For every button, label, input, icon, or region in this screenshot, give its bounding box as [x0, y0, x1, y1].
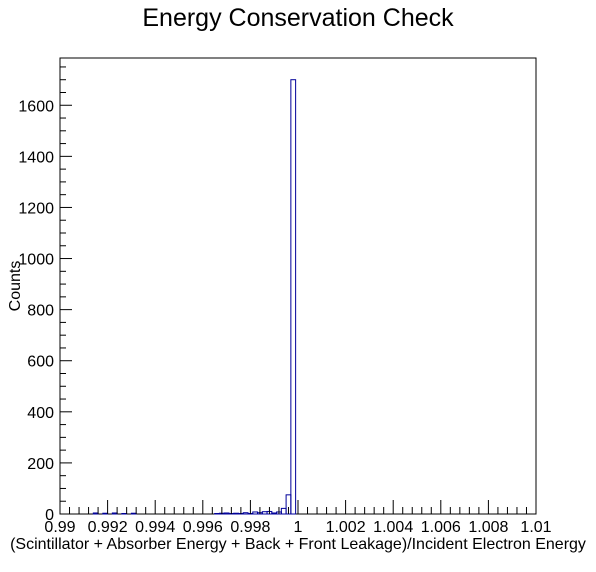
histogram-bin: [130, 512, 137, 515]
x-tick-label: 1.002: [326, 519, 366, 536]
y-tick-label: 400: [27, 405, 54, 422]
x-tick-label: 0.998: [230, 519, 270, 536]
histogram-bin: [214, 512, 220, 515]
x-axis-ticks: 0.99 0.992 0.994 0.996 0.998 1 1.002 1.004 1.006…: [44, 500, 552, 536]
x-tick-label: 1.01: [520, 519, 551, 536]
histogram-bin: [102, 512, 109, 515]
y-tick-label: 200: [27, 456, 54, 473]
histogram-bin: [111, 512, 118, 515]
x-tick-label: 1.006: [421, 519, 461, 536]
y-tick-label: 1600: [18, 98, 54, 115]
y-axis-ticks: 0 200 400 600 800 1000 1200 1400 1600: [18, 66, 72, 524]
histogram-bin: [233, 512, 240, 515]
y-tick-label: 600: [27, 354, 54, 371]
x-tick-label: 0.99: [44, 519, 75, 536]
histogram-bin: [271, 512, 278, 515]
histogram-bin: [223, 512, 230, 515]
histogram-bin: [92, 512, 99, 515]
x-tick-label: 0.994: [135, 519, 175, 536]
chart-title: Energy Conservation Check: [142, 4, 454, 32]
histogram-bin: [252, 511, 259, 515]
y-tick-label: 1000: [18, 252, 54, 269]
histogram-bin: [121, 512, 128, 515]
x-tick-label: 0.992: [88, 519, 128, 536]
y-tick-label: 800: [27, 303, 54, 320]
y-tick-label: 0: [45, 507, 54, 524]
histogram-bin: [242, 512, 249, 515]
histogram-bin: [280, 507, 287, 515]
x-tick-label: 0.996: [183, 519, 223, 536]
y-tick-label: 1200: [18, 200, 54, 217]
histogram-bin: [261, 511, 268, 515]
x-tick-label: 1: [294, 519, 303, 536]
plot-frame: [59, 57, 537, 515]
x-tick-label: 1.008: [468, 519, 508, 536]
x-axis-label: (Scintillator + Absorber Energy + Back +…: [10, 536, 586, 553]
y-tick-label: 1400: [18, 149, 54, 166]
histogram-bars: [92, 79, 297, 515]
y-axis-label: Counts: [7, 260, 24, 312]
histogram-bin: [290, 79, 297, 515]
x-tick-label: 1.004: [373, 519, 413, 536]
